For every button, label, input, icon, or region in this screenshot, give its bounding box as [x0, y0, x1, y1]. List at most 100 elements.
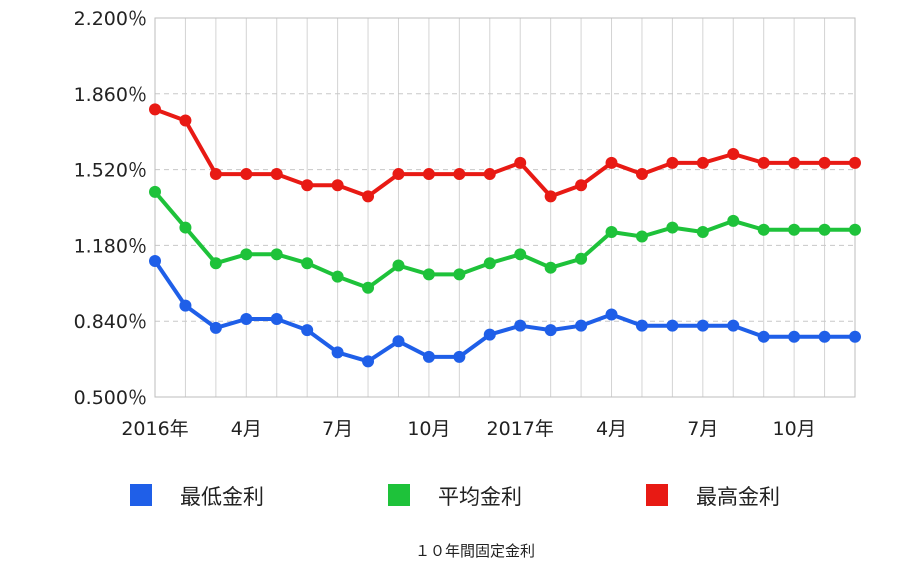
data-point	[301, 257, 314, 270]
series-2	[149, 185, 861, 294]
data-point	[270, 312, 283, 325]
data-point	[727, 214, 740, 227]
data-point	[331, 179, 344, 192]
data-point	[483, 328, 496, 341]
y-tick-label: 0.500％	[74, 387, 147, 409]
x-tick-label: 2017年	[487, 418, 554, 440]
chart-caption: １０年間固定金利	[415, 542, 535, 560]
series-line	[153, 190, 855, 290]
data-point	[666, 221, 679, 234]
y-axis: 0.500％ 0.840％ 1.180％ 1.520％ 1.860％ 2.200％	[74, 8, 147, 409]
data-point	[849, 156, 861, 169]
x-tick-label: 7月	[687, 418, 718, 440]
data-point	[818, 156, 831, 169]
data-point	[270, 248, 283, 261]
data-point	[209, 168, 222, 181]
data-point	[179, 299, 192, 312]
data-point	[575, 319, 588, 332]
legend-label: 平均金利	[438, 485, 522, 509]
data-point	[392, 335, 405, 348]
data-point	[849, 330, 861, 343]
x-tick-label: 4月	[231, 418, 262, 440]
data-point	[301, 324, 314, 337]
data-point	[483, 168, 496, 181]
data-point	[757, 156, 770, 169]
data-point	[362, 281, 375, 294]
legend-swatch	[130, 484, 152, 506]
data-point	[149, 255, 161, 268]
legend-swatch	[646, 484, 668, 506]
data-point	[301, 179, 314, 192]
data-point	[240, 248, 253, 261]
data-point	[240, 312, 253, 325]
data-point	[149, 185, 161, 198]
legend-entry: 最低金利	[130, 484, 264, 509]
y-tick-label: 1.520％	[74, 160, 147, 182]
data-point	[209, 257, 222, 270]
data-point	[453, 268, 466, 281]
plot-area	[154, 17, 856, 398]
data-point	[179, 221, 192, 234]
data-point	[605, 308, 618, 321]
y-tick-label: 0.840％	[74, 311, 147, 333]
data-point	[544, 261, 557, 274]
x-tick-label: 2016年	[121, 418, 188, 440]
data-point	[483, 257, 496, 270]
series-3	[149, 103, 861, 203]
y-tick-label: 1.860％	[74, 84, 147, 106]
data-point	[453, 168, 466, 181]
data-point	[635, 319, 648, 332]
legend-entry: 最高金利	[646, 484, 780, 509]
data-point	[757, 330, 770, 343]
data-point	[544, 190, 557, 203]
data-point	[849, 223, 861, 236]
data-point	[818, 223, 831, 236]
data-point	[514, 156, 527, 169]
data-point	[270, 168, 283, 181]
x-tick-label: 7月	[322, 418, 353, 440]
data-point	[331, 270, 344, 283]
legend-entry: 平均金利	[388, 484, 522, 509]
data-point	[544, 324, 557, 337]
x-tick-label: 4月	[596, 418, 627, 440]
data-point	[727, 147, 740, 160]
data-point	[209, 321, 222, 334]
data-point	[179, 114, 192, 127]
data-point	[575, 179, 588, 192]
data-point	[818, 330, 831, 343]
data-point	[666, 156, 679, 169]
legend-swatch	[388, 484, 410, 506]
data-point	[422, 268, 435, 281]
data-point	[635, 230, 648, 243]
data-point	[788, 330, 801, 343]
data-point	[362, 355, 375, 368]
data-point	[362, 190, 375, 203]
data-point	[788, 156, 801, 169]
data-point	[696, 319, 709, 332]
data-point	[666, 319, 679, 332]
data-point	[605, 156, 618, 169]
data-point	[331, 346, 344, 359]
data-point	[575, 252, 588, 265]
y-tick-label: 1.180％	[74, 235, 147, 257]
x-tick-label: 10月	[407, 418, 450, 440]
series-line	[154, 107, 855, 199]
data-point	[422, 350, 435, 363]
legend: 最低金利 平均金利 最高金利	[130, 484, 780, 509]
data-point	[727, 319, 740, 332]
legend-label: 最高金利	[696, 485, 780, 509]
x-axis: 2016年 4月 7月 10月 2017年 4月 7月 10月	[121, 418, 815, 440]
data-point	[788, 223, 801, 236]
data-point	[757, 223, 770, 236]
series-line	[153, 259, 855, 364]
data-point	[392, 259, 405, 272]
data-point	[453, 350, 466, 363]
data-point	[422, 168, 435, 181]
data-point	[149, 103, 161, 116]
gridlines	[154, 17, 856, 398]
data-point	[635, 168, 648, 181]
series-group	[149, 103, 861, 368]
series-1	[149, 255, 861, 368]
data-point	[240, 168, 253, 181]
